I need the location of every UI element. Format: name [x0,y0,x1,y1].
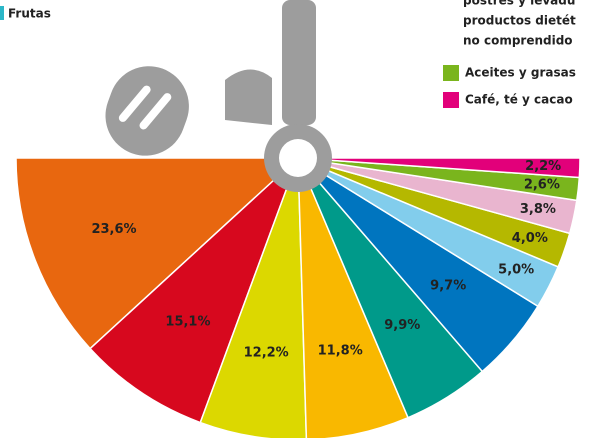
legend-swatch [443,92,459,108]
value-label: 23,6% [91,222,136,237]
value-label: 9,7% [430,279,466,294]
page: {"chart_data": {"type": "pie", "layout":… [0,0,590,438]
legend-label: Aceites y grasas [465,66,576,80]
legend-label: postres y levadu [463,0,575,8]
bread-icon [225,69,272,125]
legend-label: productos dietét [463,14,576,28]
legend-swatch [443,65,459,81]
legend-label: no comprendido [463,34,573,48]
value-label: 15,1% [165,314,210,329]
legend-label: Café, té y cacao [465,93,573,107]
legend-swatch [0,6,4,20]
value-label: 2,6% [524,177,560,192]
bread-icon [94,55,200,167]
knife-icon [282,0,316,125]
value-label: 4,0% [512,231,548,246]
chart: 23,6% 15,1% 12,2% 11,8% 9,9% 9,7% 5,0% 4,0% 3,8%… [0,0,590,438]
legend-label: Frutas [8,7,51,21]
value-label: 12,2% [244,345,289,360]
slices: 23,6% 15,1% 12,2% 11,8% 9,9% 9,7% 5,0% 4,0% 3,8%… [16,158,580,438]
value-label: 11,8% [318,343,363,358]
value-label: 9,9% [384,318,420,333]
knife-ring-hole [279,139,317,177]
value-label: 3,8% [520,202,556,217]
value-label: 2,2% [525,159,561,174]
value-label: 5,0% [498,263,534,278]
